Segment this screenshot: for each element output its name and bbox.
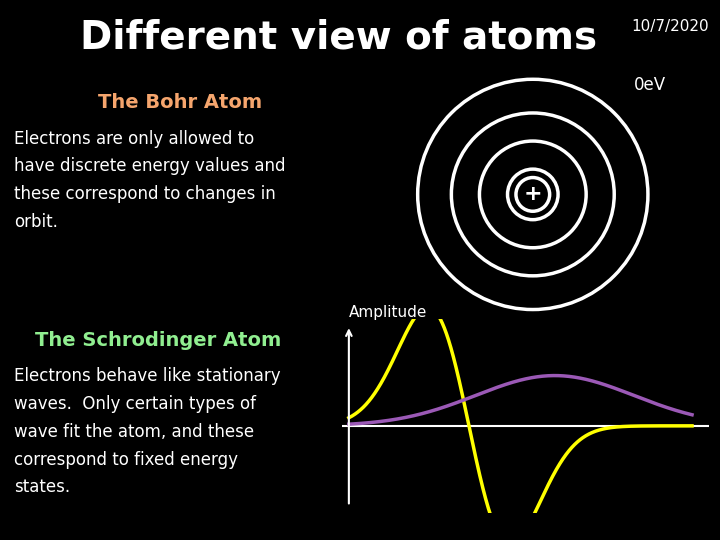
Text: The Schrodinger Atom: The Schrodinger Atom bbox=[35, 330, 282, 350]
Text: +: + bbox=[523, 184, 542, 205]
Text: The Bohr Atom: The Bohr Atom bbox=[98, 93, 262, 112]
Text: 0eV: 0eV bbox=[634, 76, 666, 94]
Text: Amplitude: Amplitude bbox=[349, 305, 427, 320]
Text: 10/7/2020: 10/7/2020 bbox=[631, 19, 709, 34]
Text: Electrons behave like stationary
waves.  Only certain types of
wave fit the atom: Electrons behave like stationary waves. … bbox=[14, 367, 281, 496]
Text: Electrons are only allowed to
have discrete energy values and
these correspond t: Electrons are only allowed to have discr… bbox=[14, 130, 286, 231]
Text: Different view of atoms: Different view of atoms bbox=[80, 19, 597, 57]
